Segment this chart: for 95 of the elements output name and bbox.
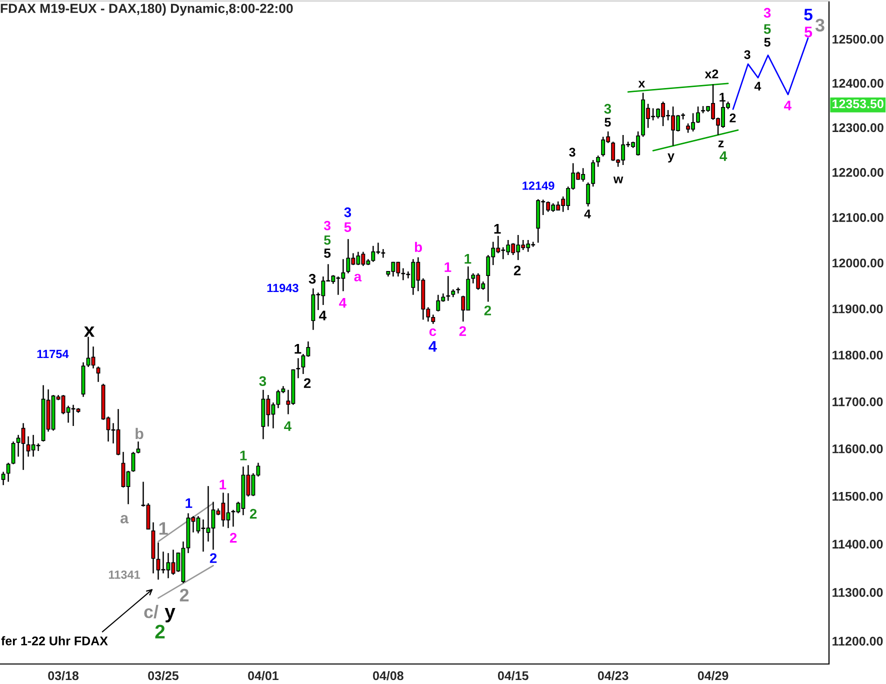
x-tick-label: 03/18 xyxy=(48,670,79,680)
annotation: 3 xyxy=(324,220,330,230)
annotation: fer 1-22 Uhr FDAX xyxy=(1,636,108,646)
x-tick-label: 04/29 xyxy=(698,670,728,680)
annotation: 1 xyxy=(294,344,302,354)
annotation: 5 xyxy=(344,222,352,232)
annotation: 2 xyxy=(210,553,217,563)
annotation: 4 xyxy=(584,210,591,218)
annotation: x xyxy=(84,326,95,337)
y-tick-label: 11600.00 xyxy=(832,444,883,454)
y-tick-label: 11800.00 xyxy=(832,350,883,360)
annotation: 5 xyxy=(804,8,812,20)
annotation: 1 xyxy=(220,480,226,490)
annotation: 5 xyxy=(764,24,771,34)
annotation: x xyxy=(638,80,646,88)
annotation: 3 xyxy=(259,376,266,386)
annotation: 4 xyxy=(339,298,346,308)
annotation: 4 xyxy=(720,151,728,161)
y-tick-label: 12000.00 xyxy=(832,258,884,268)
annotation: x2 xyxy=(704,70,718,78)
candlestick xyxy=(296,358,300,379)
y-tick-label: 11400.00 xyxy=(832,540,883,549)
annotation: 11754 xyxy=(37,350,69,358)
annotation: 4 xyxy=(784,100,792,110)
annotation: 2 xyxy=(730,114,736,122)
line-series xyxy=(732,37,809,110)
candlestick xyxy=(596,154,600,168)
candlestick xyxy=(6,462,10,482)
annotation: 3 xyxy=(744,50,750,60)
annotation: b xyxy=(414,242,422,252)
x-tick-label: 04/15 xyxy=(498,670,528,680)
annotation: 2 xyxy=(230,532,237,543)
annotation: 1 xyxy=(444,262,452,272)
annotation: 3 xyxy=(569,148,576,157)
y-tick-label: 12100.00 xyxy=(832,213,884,222)
annotation: 2 xyxy=(155,624,165,638)
annotation: y xyxy=(668,153,674,163)
annotation: 5 xyxy=(324,248,331,258)
x-tick-label: 04/08 xyxy=(373,670,404,680)
annotation: c xyxy=(429,328,436,336)
annotation: 3 xyxy=(764,8,771,18)
x-tick-label: 04/23 xyxy=(598,670,628,680)
candlestick xyxy=(586,182,590,208)
annotation: w xyxy=(613,176,624,184)
annotation: c/ xyxy=(144,604,158,618)
chart-title: FDAX M19-EUX - DAX,180) Dynamic,8:00-22:00 xyxy=(0,3,293,16)
annotation: 5 xyxy=(804,26,812,38)
y-tick-label: 11300.00 xyxy=(832,588,883,597)
x-tick-label: 03/25 xyxy=(148,670,179,680)
annotation: a xyxy=(354,274,362,282)
annotation: 3 xyxy=(308,274,316,284)
annotation: 11341 xyxy=(108,570,140,579)
y-tick-label: 11200.00 xyxy=(832,636,883,646)
annotation: 1 xyxy=(494,224,501,234)
y-tick-label: 12200.00 xyxy=(832,168,884,177)
candlestick xyxy=(591,159,596,188)
annotation: y xyxy=(164,608,176,622)
y-tick-label: 12500.00 xyxy=(832,34,884,44)
candlestick xyxy=(96,366,100,383)
annotation: 4 xyxy=(319,310,326,320)
annotation: 3 xyxy=(344,207,352,218)
annotation: 11943 xyxy=(267,284,298,292)
annotation: a xyxy=(120,515,129,524)
annotation: 1 xyxy=(186,498,192,508)
annotation: 5 xyxy=(764,38,770,47)
annotation: 2 xyxy=(304,378,311,388)
candlestick xyxy=(131,451,136,472)
annotation: 1 xyxy=(240,450,247,460)
annotation: 1 xyxy=(159,522,168,535)
candlestick xyxy=(11,440,16,465)
annotation: 3 xyxy=(604,104,612,114)
annotation: 2 xyxy=(180,588,189,602)
candlestick xyxy=(1,471,6,486)
annotation: 2 xyxy=(514,266,521,276)
annotation: 2 xyxy=(250,508,257,519)
annotation: z xyxy=(718,140,724,148)
annotation: 3 xyxy=(815,18,824,32)
y-tick-label: 11500.00 xyxy=(832,492,883,501)
candlestick xyxy=(136,440,140,454)
annotation: 12149 xyxy=(522,182,554,190)
annotation: 4 xyxy=(284,421,292,431)
y-tick-label: 11700.00 xyxy=(832,397,883,406)
annotation: 4 xyxy=(428,341,437,352)
y-tick-label: 12353.50 xyxy=(832,99,884,108)
y-tick-label: 12400.00 xyxy=(832,78,884,88)
annotation: 1 xyxy=(464,254,472,264)
y-tick-label: 11900.00 xyxy=(832,304,883,314)
y-tick-label: 12300.00 xyxy=(832,123,884,132)
annotation: 5 xyxy=(604,118,611,127)
annotation: 2 xyxy=(484,306,492,316)
annotation: b xyxy=(136,428,144,440)
annotation: 2 xyxy=(459,326,466,336)
x-tick-label: 04/01 xyxy=(248,670,278,680)
annotation: 4 xyxy=(754,82,762,91)
annotation: 5 xyxy=(324,236,331,245)
